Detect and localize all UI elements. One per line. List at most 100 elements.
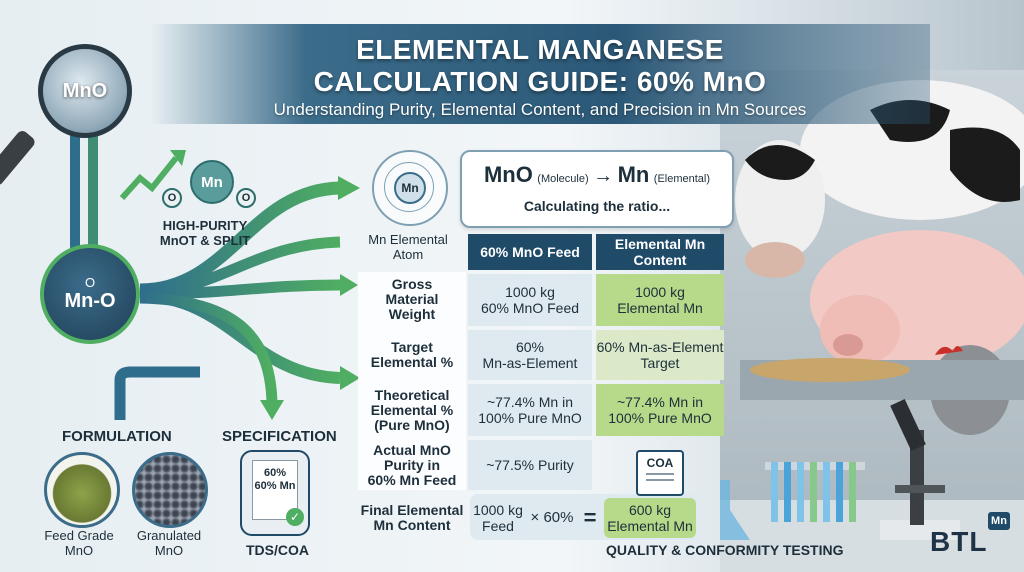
high-purity-label-line1: HIGH-PURITY xyxy=(162,218,248,233)
bubble-mno: MnO xyxy=(483,162,533,187)
molecule-mn-atom: Mn xyxy=(190,160,234,204)
molecule-o-left-label: O xyxy=(167,192,177,204)
magnifier-label: MnO xyxy=(62,79,108,102)
title-line-1: ELEMENTAL MANGANESE xyxy=(356,34,724,65)
feed-grade-icon xyxy=(44,452,120,528)
specification-label: SPECIFICATION xyxy=(222,428,337,445)
brand-text: BTL xyxy=(930,526,988,557)
col-header-elemental-line1: Elemental Mn xyxy=(614,236,706,252)
cell-theoretical-feed: ~77.4% Mn in 100% Pure MnO xyxy=(468,384,592,436)
tds-document-icon: 60% 60% Mn ✓ xyxy=(240,450,310,536)
branch-to-formulation xyxy=(114,366,200,420)
cell-theoretical-feed-1: ~77.4% Mn in xyxy=(487,394,573,410)
formulation-label: FORMULATION xyxy=(62,428,172,445)
cell-target-elemental-2: Target xyxy=(640,355,680,371)
cell-actual-feed: ~77.5% Purity xyxy=(468,440,592,490)
quality-testing-label: QUALITY & CONFORMITY TESTING xyxy=(606,542,844,558)
cell-gross-elemental-1: 1000 kg xyxy=(635,284,685,300)
final-feed-2: Feed xyxy=(482,518,514,534)
cell-actual-feed-1: ~77.5% Purity xyxy=(486,457,574,473)
branch-to-table-3 xyxy=(139,290,341,384)
row-label-theoretical-1: Theoretical xyxy=(374,386,450,403)
feed-grade-line1: Feed Grade xyxy=(44,528,114,543)
hub-o-label: O xyxy=(84,275,96,290)
farm-scene-image xyxy=(720,70,1024,572)
cell-target-elemental-1: 60% Mn-as-Element xyxy=(596,339,724,355)
title-band xyxy=(150,24,930,124)
atom-label-line2: Atom xyxy=(392,247,424,262)
granulated-line2: MnO xyxy=(154,543,184,558)
magnifier-icon: MnO xyxy=(38,44,132,138)
cell-target-feed-1: 60% xyxy=(515,339,545,355)
cell-target-feed: 60% Mn-as-Element xyxy=(468,330,592,380)
final-times: × 60% xyxy=(530,509,574,526)
col-header-elemental-line2: Content xyxy=(633,252,687,268)
granulated-icon xyxy=(132,452,208,528)
ratio-callout: MnO (Molecule) → Mn (Elemental) Calculat… xyxy=(460,150,734,228)
bubble-mn: Mn xyxy=(617,162,650,187)
row-label-actual-2: Purity in xyxy=(383,456,440,473)
arrow-to-gross xyxy=(340,274,358,296)
row-label-target: Target Elemental % xyxy=(358,330,466,380)
bubble-mno-sub: (Molecule) xyxy=(537,173,589,185)
hub-mn-o-label: Mn-O xyxy=(64,290,116,312)
cell-theoretical-feed-2: 100% Pure MnO xyxy=(478,410,582,426)
final-feed: 1000 kg Feed xyxy=(472,498,524,538)
check-badge-icon: ✓ xyxy=(286,508,304,526)
row-label-target-1: Target xyxy=(391,339,433,355)
final-feed-1: 1000 kg xyxy=(473,502,523,518)
tds-doc-line2: 60% Mn xyxy=(254,480,296,492)
atom-label-line1: Mn Elemental xyxy=(368,232,448,247)
cell-theoretical-elemental-1: ~77.4% Mn in xyxy=(617,394,703,410)
trend-arrow-icon xyxy=(119,156,179,201)
cell-target-elemental: 60% Mn-as-Element Target xyxy=(596,330,724,380)
mn-o-hub-icon: O Mn-O xyxy=(40,244,140,344)
arrow-to-atom xyxy=(338,176,360,200)
row-label-target-2: Elemental % xyxy=(370,354,454,370)
row-label-theoretical: Theoretical Elemental % (Pure MnO) xyxy=(358,384,466,436)
page-subtitle: Understanding Purity, Elemental Content,… xyxy=(273,100,807,119)
row-label-gross-2: Material xyxy=(385,290,439,307)
row-label-theoretical-2: Elemental % xyxy=(370,401,454,418)
final-label: Final Elemental Mn Content xyxy=(356,496,468,540)
granulated-label: Granulated MnO xyxy=(124,528,214,558)
title-line-2: CALCULATION GUIDE: 60% MnO xyxy=(313,66,767,97)
row-label-actual: Actual MnO Purity in 60% Mn Feed xyxy=(358,440,466,490)
magnifier-handle xyxy=(0,131,35,185)
coa-document-icon: COA xyxy=(636,450,684,496)
feed-grade-line2: MnO xyxy=(64,543,94,558)
cell-gross-feed-2: 60% MnO Feed xyxy=(480,300,580,316)
tds-doc-line1: 60% xyxy=(263,467,287,479)
feed-grade-label: Feed Grade MnO xyxy=(34,528,124,558)
brand-badge: Mn xyxy=(988,512,1010,530)
high-purity-label-line2: MnOT & SPLIT xyxy=(159,233,251,248)
final-result-2: Elemental Mn xyxy=(607,518,693,534)
row-label-actual-3: 60% Mn Feed xyxy=(367,471,457,488)
bubble-arrow-icon: → xyxy=(593,165,614,187)
molecule-mn-label: Mn xyxy=(201,173,223,191)
cell-theoretical-elemental: ~77.4% Mn in 100% Pure MnO xyxy=(596,384,724,436)
cell-gross-elemental: 1000 kg Elemental Mn xyxy=(596,274,724,326)
col-header-feed: 60% MnO Feed xyxy=(468,234,592,270)
page-title: ELEMENTAL MANGANESE CALCULATION GUIDE: 6… xyxy=(260,34,820,98)
brand-logo: BTL xyxy=(930,526,987,558)
arrow-to-specification xyxy=(260,400,284,420)
final-label-2: Mn Content xyxy=(373,517,451,533)
molecule-o-right-label: O xyxy=(241,192,251,204)
row-label-theoretical-3: (Pure MnO) xyxy=(374,416,450,433)
row-label-gross-1: Gross xyxy=(391,275,433,292)
final-label-1: Final Elemental xyxy=(360,502,464,518)
row-label-actual-1: Actual MnO xyxy=(373,441,451,458)
final-result: 600 kg Elemental Mn xyxy=(604,498,696,538)
cell-gross-feed-1: 1000 kg xyxy=(505,284,555,300)
cell-gross-elemental-2: Elemental Mn xyxy=(617,300,703,316)
final-result-1: 600 kg xyxy=(628,502,672,518)
granulated-line1: Granulated xyxy=(136,528,202,543)
mn-atom-icon: Mn xyxy=(372,150,448,226)
row-label-column xyxy=(358,272,466,490)
molecule-o-right: O xyxy=(236,188,256,208)
pipe-vertical-right xyxy=(88,130,98,250)
bubble-mn-sub: (Elemental) xyxy=(653,173,711,185)
row-label-gross-3: Weight xyxy=(388,305,436,322)
